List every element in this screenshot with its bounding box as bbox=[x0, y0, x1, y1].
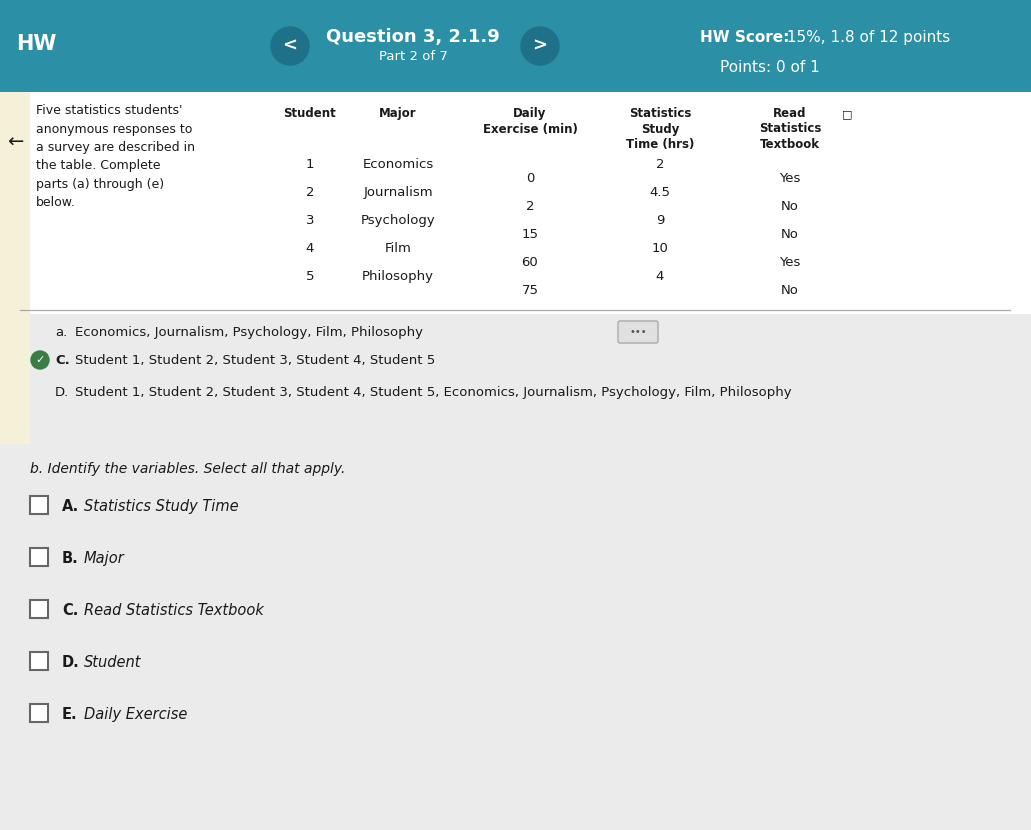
Bar bbox=[30, 704, 48, 722]
Text: Points: 0 of 1: Points: 0 of 1 bbox=[720, 61, 820, 76]
Bar bbox=[30, 496, 48, 514]
Text: Psychology: Psychology bbox=[361, 213, 435, 227]
Text: Read Statistics Textbook: Read Statistics Textbook bbox=[84, 603, 264, 618]
Text: •••: ••• bbox=[629, 327, 646, 337]
Bar bbox=[0, 92, 1031, 314]
Text: No: No bbox=[781, 284, 799, 296]
Text: b. Identify the variables. Select all that apply.: b. Identify the variables. Select all th… bbox=[30, 462, 345, 476]
Text: Statistics
Study
Time (hrs): Statistics Study Time (hrs) bbox=[626, 107, 694, 151]
Text: 4: 4 bbox=[656, 270, 664, 282]
Text: HW: HW bbox=[16, 34, 57, 54]
Text: Student 1, Student 2, Student 3, Student 4, Student 5: Student 1, Student 2, Student 3, Student… bbox=[75, 354, 435, 367]
Text: 0: 0 bbox=[526, 172, 534, 184]
Text: Journalism: Journalism bbox=[363, 185, 433, 198]
Text: 2: 2 bbox=[656, 158, 664, 170]
Text: 75: 75 bbox=[522, 284, 538, 296]
Text: Film: Film bbox=[385, 242, 411, 255]
Text: C.: C. bbox=[62, 603, 78, 618]
Bar bbox=[30, 548, 48, 566]
Text: 10: 10 bbox=[652, 242, 668, 255]
Text: C.: C. bbox=[55, 354, 70, 367]
Text: Student 1, Student 2, Student 3, Student 4, Student 5, Economics, Journalism, Ps: Student 1, Student 2, Student 3, Student… bbox=[75, 385, 792, 398]
Text: 15%, 1.8 of 12 points: 15%, 1.8 of 12 points bbox=[781, 30, 951, 45]
Bar bbox=[30, 600, 48, 618]
Text: 3: 3 bbox=[306, 213, 314, 227]
Text: Five statistics students'
anonymous responses to
a survey are described in
the t: Five statistics students' anonymous resp… bbox=[36, 104, 195, 209]
Text: Student: Student bbox=[84, 655, 141, 670]
Text: B.: B. bbox=[62, 550, 78, 565]
Text: E.: E. bbox=[62, 706, 77, 721]
Bar bbox=[0, 92, 30, 314]
Text: ←: ← bbox=[7, 133, 23, 152]
Circle shape bbox=[31, 351, 49, 369]
Text: Yes: Yes bbox=[779, 256, 801, 268]
Text: Part 2 of 7: Part 2 of 7 bbox=[378, 50, 447, 63]
Text: Economics, Journalism, Psychology, Film, Philosophy: Economics, Journalism, Psychology, Film,… bbox=[75, 325, 423, 339]
Text: No: No bbox=[781, 199, 799, 212]
Text: 2: 2 bbox=[306, 185, 314, 198]
Text: 15: 15 bbox=[522, 227, 538, 241]
Text: a.: a. bbox=[55, 325, 67, 339]
Text: Philosophy: Philosophy bbox=[362, 270, 434, 282]
Text: D.: D. bbox=[55, 385, 69, 398]
Bar bbox=[0, 314, 1031, 444]
Text: Statistics Study Time: Statistics Study Time bbox=[84, 499, 238, 514]
Bar bbox=[30, 652, 48, 670]
Bar bbox=[0, 0, 1031, 92]
Text: 60: 60 bbox=[522, 256, 538, 268]
Text: Major: Major bbox=[379, 107, 417, 120]
Text: 2: 2 bbox=[526, 199, 534, 212]
Bar bbox=[0, 314, 30, 444]
Text: Question 3, 2.1.9: Question 3, 2.1.9 bbox=[326, 28, 500, 46]
Text: Daily Exercise: Daily Exercise bbox=[84, 706, 188, 721]
Text: 1: 1 bbox=[306, 158, 314, 170]
Text: 4.5: 4.5 bbox=[650, 185, 670, 198]
Text: Major: Major bbox=[84, 550, 125, 565]
Text: No: No bbox=[781, 227, 799, 241]
Text: Daily
Exercise (min): Daily Exercise (min) bbox=[483, 107, 577, 135]
Text: Read
Statistics
Textbook: Read Statistics Textbook bbox=[759, 107, 821, 151]
Text: A.: A. bbox=[62, 499, 79, 514]
Text: >: > bbox=[532, 37, 547, 55]
Text: 9: 9 bbox=[656, 213, 664, 227]
Circle shape bbox=[521, 27, 559, 65]
Text: <: < bbox=[282, 37, 298, 55]
Text: □: □ bbox=[841, 109, 853, 119]
Text: Yes: Yes bbox=[779, 172, 801, 184]
Text: Student: Student bbox=[284, 107, 336, 120]
Bar bbox=[0, 444, 1031, 830]
Text: Economics: Economics bbox=[362, 158, 434, 170]
Circle shape bbox=[271, 27, 309, 65]
FancyBboxPatch shape bbox=[618, 321, 658, 343]
Text: HW Score:: HW Score: bbox=[700, 30, 790, 45]
Text: D.: D. bbox=[62, 655, 79, 670]
Text: ✓: ✓ bbox=[35, 355, 44, 365]
Text: 4: 4 bbox=[306, 242, 314, 255]
Text: 5: 5 bbox=[306, 270, 314, 282]
